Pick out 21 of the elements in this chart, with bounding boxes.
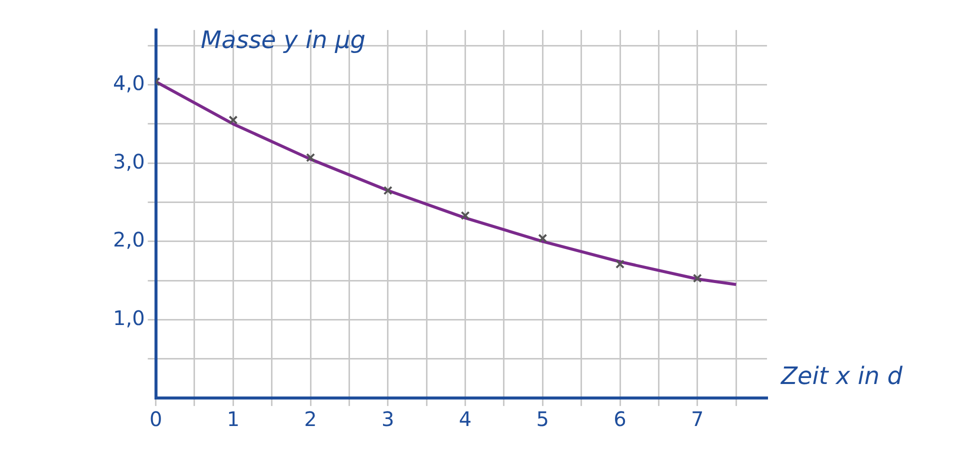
point — [228, 116, 238, 125]
x-axis-title: Zeit x in d — [780, 362, 904, 390]
x-tick-label: 2 — [304, 407, 317, 432]
y-tick-label: 2,0 — [112, 228, 145, 252]
x-tick-label: 5 — [536, 407, 550, 432]
x-tick-label: 0 — [149, 407, 162, 432]
x-tick-label: 3 — [382, 407, 394, 432]
point — [538, 234, 548, 243]
point — [692, 274, 702, 283]
y-tick-label: 3,0 — [112, 149, 145, 174]
x-tick-label: 4 — [458, 407, 472, 432]
point — [460, 211, 470, 220]
y-axis-title: Masse y in µg — [200, 26, 366, 54]
x-tick-label: 7 — [691, 407, 704, 432]
point — [615, 260, 625, 269]
y-tick-label: 4,0 — [112, 71, 145, 96]
x-tick-label: 1 — [226, 407, 240, 432]
point — [383, 186, 392, 196]
x-tick-label: 6 — [614, 407, 626, 432]
point — [306, 153, 316, 162]
y-tick-label: 1,0 — [112, 306, 145, 330]
